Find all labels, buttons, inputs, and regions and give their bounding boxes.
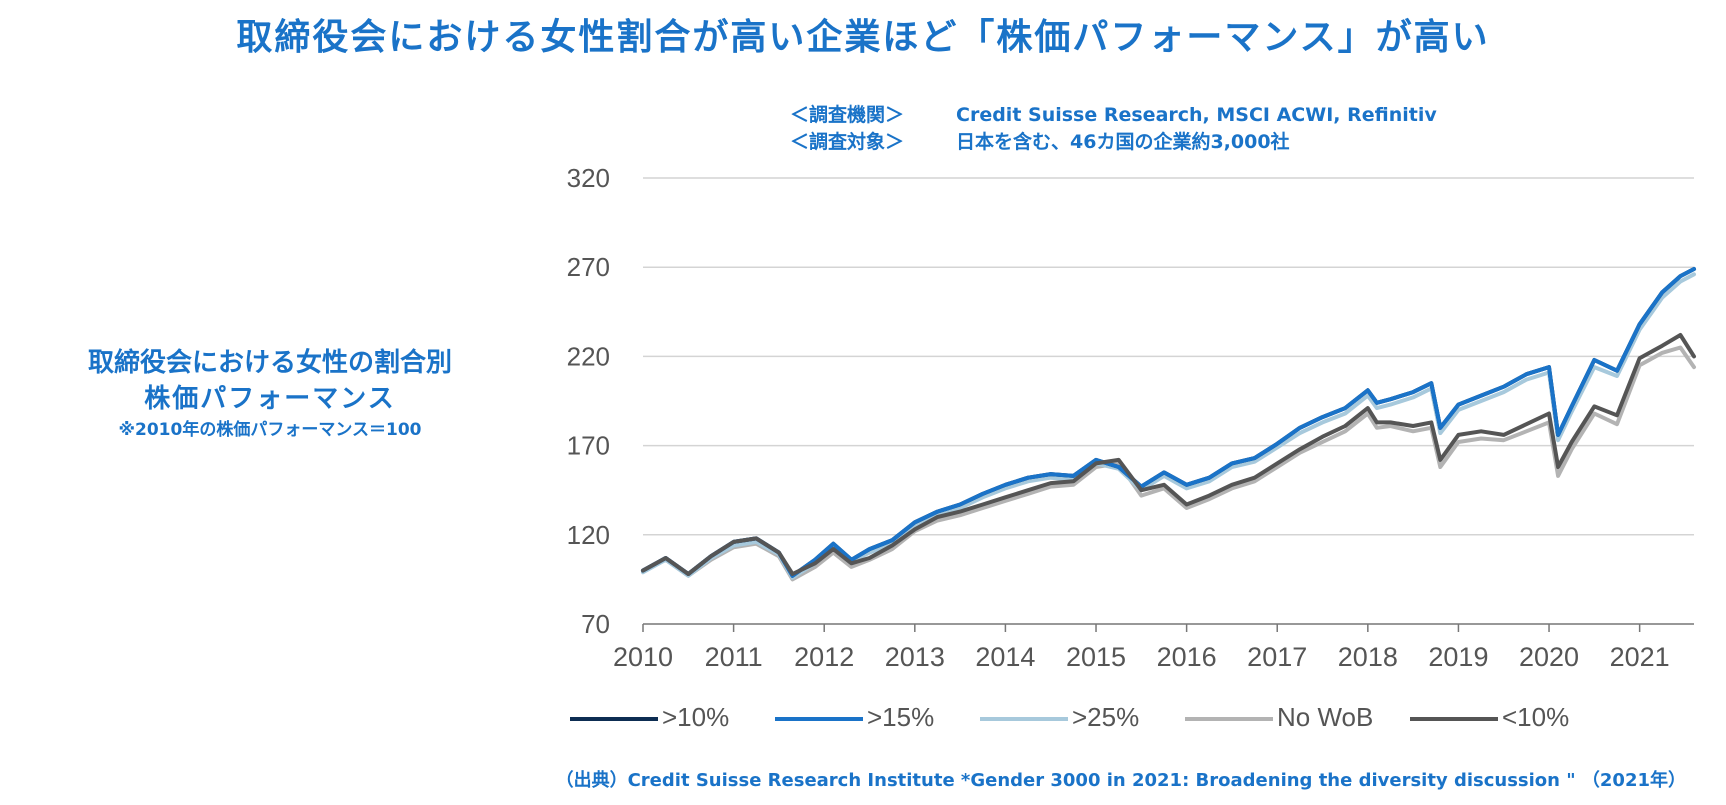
y-tick-labels: 70 120 170 220 270 320: [567, 163, 610, 639]
y-tick-label: 120: [567, 520, 610, 550]
y-tick-label: 320: [567, 163, 610, 193]
survey-org-row: ＜調査機関＞ Credit Suisse Research, MSCI ACWI,…: [790, 102, 1437, 129]
legend-label: No WoB: [1277, 702, 1374, 732]
y-tick-label: 220: [567, 341, 610, 371]
series-line-1: [641, 267, 1696, 578]
survey-target-text: 日本を含む、46カ国の企業約3,000社: [956, 131, 1290, 153]
x-tick-label: 2015: [1066, 642, 1126, 672]
legend-label: >25%: [1072, 702, 1140, 732]
page-title: 取締役会における女性割合が高い企業ほど「株価パフォーマンス」が高い: [236, 17, 1490, 58]
x-tick-label: 2016: [1157, 642, 1217, 672]
legend-label: >10%: [662, 702, 730, 732]
legend-swatch: [1410, 717, 1498, 721]
x-tick-labels: 2010 2011 2012 2013 2014 2015 2016 2017 2018 2019…: [613, 642, 1670, 672]
series-line-0: [641, 267, 1696, 578]
legend-swatch: [1185, 717, 1273, 721]
x-tick-label: 2010: [613, 642, 673, 672]
y-tick-label: 70: [581, 609, 610, 639]
series-line-3: [641, 345, 1696, 582]
y-tick-label: 270: [567, 252, 610, 282]
legend-label: >15%: [867, 702, 935, 732]
y-tick-label: 170: [567, 431, 610, 461]
chart-series: [641, 267, 1696, 582]
survey-info: ＜調査機関＞ Credit Suisse Research, MSCI ACWI,…: [790, 102, 1437, 156]
legend-swatch: [570, 717, 658, 721]
chart-grid: [643, 177, 1694, 536]
x-tick-label: 2021: [1610, 642, 1670, 672]
x-tick-label: 2011: [705, 642, 763, 672]
x-tick-label: 2019: [1428, 642, 1488, 672]
survey-target-row: ＜調査対象＞ 日本を含む、46カ国の企業約3,000社: [790, 129, 1437, 156]
side-label-line2: 株価パフォーマンス: [144, 384, 396, 414]
x-tick-label: 2017: [1247, 642, 1307, 672]
source-note: （出典）Credit Suisse Research Institute *Ge…: [555, 770, 1686, 791]
side-label-note: ※2010年の株価パフォーマンス＝100: [118, 420, 422, 440]
survey-target-tag: ＜調査対象＞: [790, 131, 905, 153]
side-label: 取締役会における女性の割合別 株価パフォーマンス ※2010年の株価パフォーマン…: [0, 345, 540, 443]
chart-axis: [642, 623, 1694, 632]
legend-label: <10%: [1502, 702, 1570, 732]
legend-swatch: [980, 717, 1068, 721]
x-tick-label: 2014: [975, 642, 1035, 672]
legend-swatch: [775, 717, 863, 721]
x-tick-label: 2013: [885, 642, 945, 672]
survey-org-tag: ＜調査機関＞: [790, 104, 905, 126]
side-label-line1: 取締役会における女性の割合別: [87, 348, 452, 378]
x-tick-label: 2018: [1338, 642, 1398, 672]
survey-org-text: Credit Suisse Research, MSCI ACWI, Refin…: [956, 104, 1437, 126]
series-line-4: [641, 333, 1696, 576]
x-tick-label: 2020: [1519, 642, 1579, 672]
x-tick-label: 2012: [794, 642, 854, 672]
